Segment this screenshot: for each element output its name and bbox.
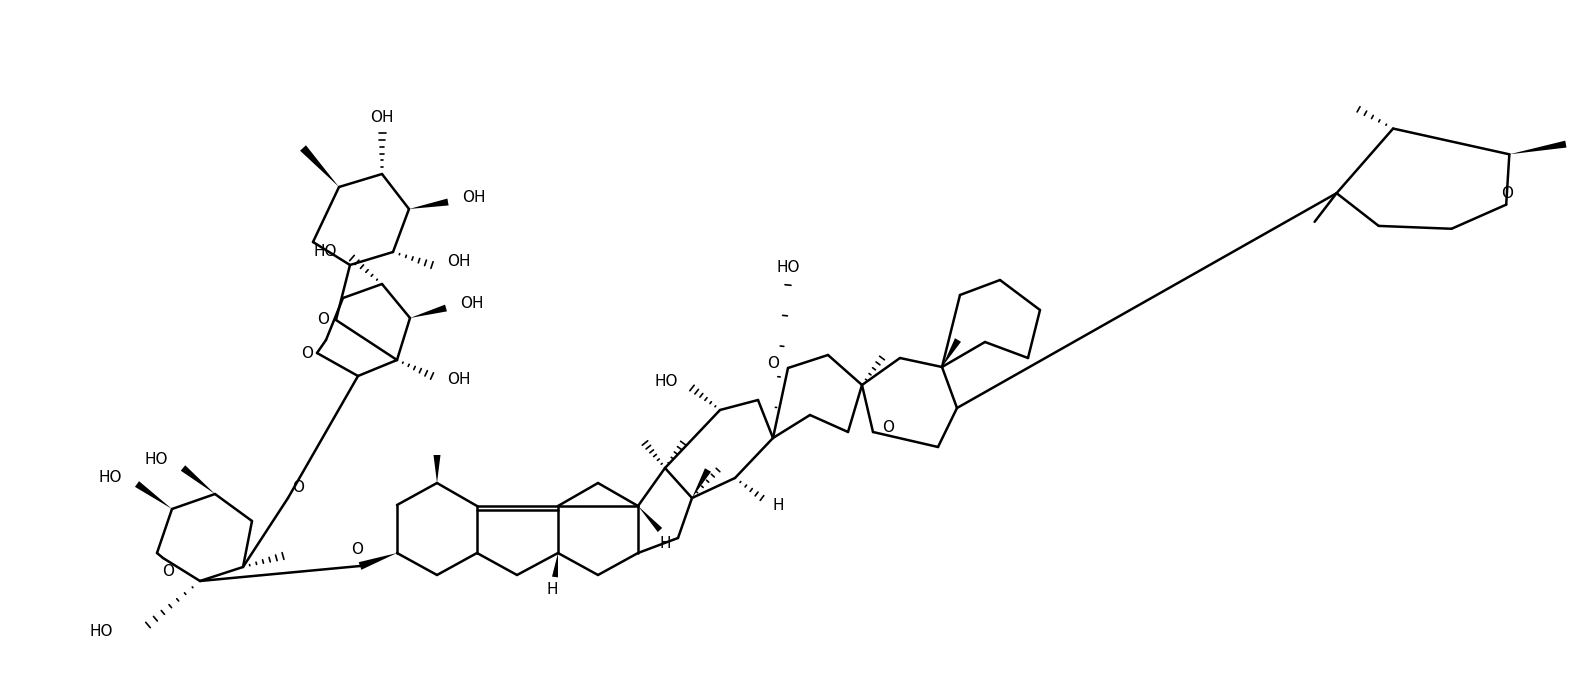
Text: H: H <box>546 582 558 597</box>
Text: H: H <box>772 499 783 514</box>
Polygon shape <box>692 469 711 498</box>
Text: H: H <box>659 535 671 550</box>
Text: O: O <box>881 419 894 434</box>
Text: O: O <box>293 481 304 496</box>
Polygon shape <box>433 455 441 483</box>
Text: OH: OH <box>447 372 471 387</box>
Text: OH: OH <box>461 190 485 205</box>
Polygon shape <box>410 305 447 318</box>
Polygon shape <box>1510 140 1567 154</box>
Polygon shape <box>358 553 398 569</box>
Polygon shape <box>638 506 662 532</box>
Text: O: O <box>767 355 780 370</box>
Text: HO: HO <box>89 623 113 638</box>
Text: O: O <box>352 542 363 557</box>
Text: HO: HO <box>654 374 678 389</box>
Text: O: O <box>317 312 329 327</box>
Text: OH: OH <box>371 110 393 125</box>
Text: HO: HO <box>145 452 169 467</box>
Text: OH: OH <box>447 254 471 269</box>
Text: O: O <box>162 565 173 580</box>
Text: O: O <box>301 346 313 361</box>
Text: HO: HO <box>99 469 123 484</box>
Polygon shape <box>409 198 449 209</box>
Polygon shape <box>181 465 215 494</box>
Polygon shape <box>942 338 961 367</box>
Polygon shape <box>301 145 339 187</box>
Polygon shape <box>135 481 172 509</box>
Text: OH: OH <box>460 295 484 310</box>
Polygon shape <box>552 553 558 578</box>
Text: O: O <box>1500 186 1513 201</box>
Text: HO: HO <box>776 261 800 276</box>
Text: HO: HO <box>313 245 337 259</box>
